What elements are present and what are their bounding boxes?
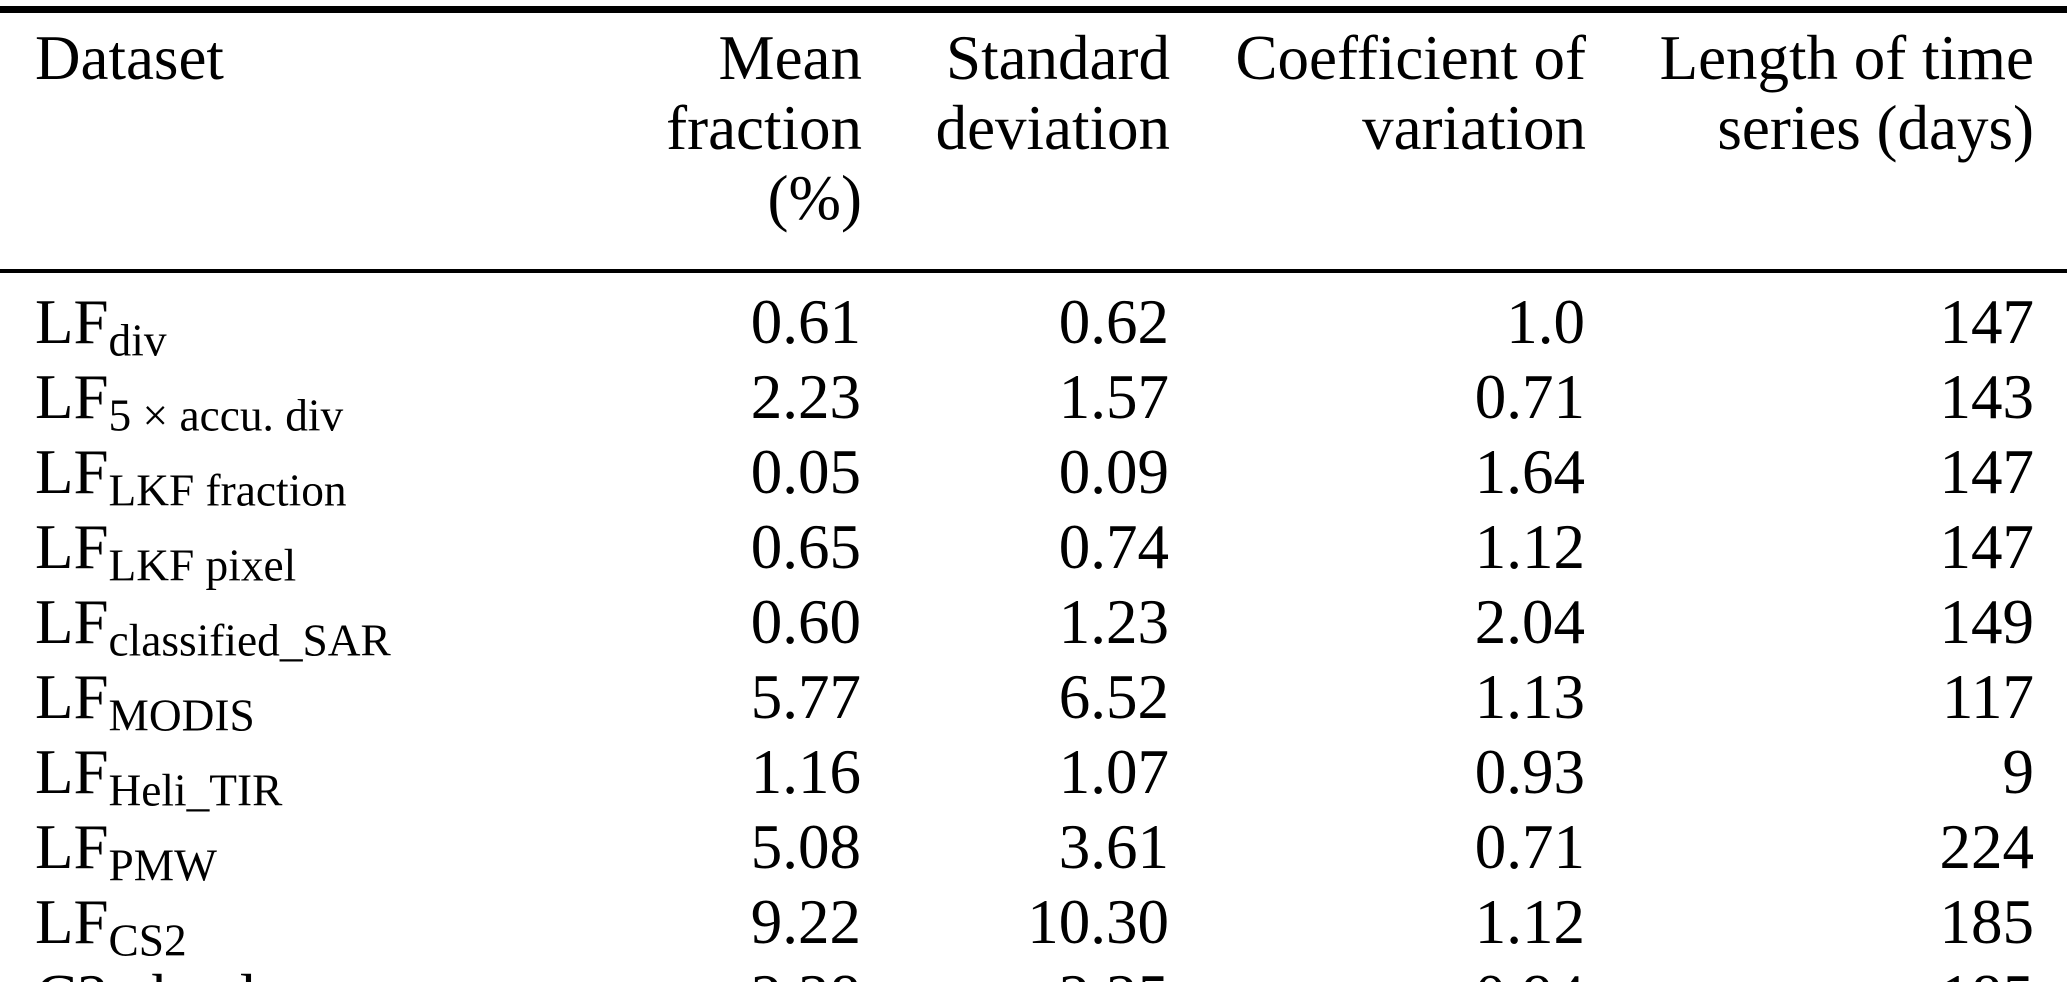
cell-dataset: LFLKF fraction — [0, 435, 575, 513]
dataset-name: LF — [35, 362, 109, 432]
cell-length-days: 224 — [1939, 812, 2035, 882]
cell-length-days: 185 — [1586, 960, 2067, 982]
cell-coefficient-variation: 0.94 — [1170, 960, 1586, 982]
cell-mean-fraction: 5.77 — [750, 662, 861, 732]
header-label: Dataset — [35, 23, 224, 93]
cell-length-days: 149 — [1939, 587, 2035, 657]
dataset-name: LF — [35, 287, 109, 357]
table-row: LFLKF fraction 0.05 0.09 1.64 147 — [0, 435, 2067, 513]
cell-dataset: LFHeli_TIR — [0, 735, 575, 813]
cell-coefficient-variation: 1.0 — [1506, 287, 1585, 357]
cell-dataset: LFLKF pixel — [0, 510, 575, 588]
cell-standard-deviation: 0.74 — [1058, 512, 1169, 582]
cell-length-days: 9 — [2002, 737, 2035, 807]
cell-standard-deviation: 10.30 — [1027, 887, 1169, 957]
header-label: Coefficient of — [1235, 23, 1586, 93]
dataset-subscript: LKF fraction — [108, 465, 347, 516]
cell-length-days: 185 — [1939, 887, 2035, 957]
cell-standard-deviation: 0.62 — [1058, 287, 1169, 357]
table-row: LFdiv 0.61 0.62 1.0 147 — [0, 271, 2067, 363]
col-header-dataset: Dataset — [0, 9, 575, 273]
cell-dataset: LFclassified_SAR — [0, 585, 575, 663]
cell-dataset: LFMODIS — [0, 660, 575, 738]
dataset-name: LF — [35, 662, 109, 732]
cell-standard-deviation: 3.61 — [1058, 812, 1169, 882]
table-row: LF5 × accu. div 2.23 1.57 0.71 143 — [0, 360, 2067, 438]
cell-mean-fraction: 0.60 — [750, 587, 861, 657]
cell-mean-fraction: 0.05 — [750, 437, 861, 507]
table-row: LFPMW 5.08 3.61 0.71 224 — [0, 810, 2067, 888]
cell-standard-deviation: 1.23 — [1058, 587, 1169, 657]
dataset-name: LF — [35, 437, 109, 507]
cell-coefficient-variation: 1.64 — [1474, 437, 1585, 507]
cell-length-days: 147 — [1939, 437, 2035, 507]
cell-coefficient-variation: 1.12 — [1474, 887, 1585, 957]
dataset-name: C2 absolute — [35, 962, 334, 982]
cell-length-days: 143 — [1939, 362, 2035, 432]
dataset-subscript: div — [108, 315, 167, 366]
cell-mean-fraction: 1.16 — [750, 737, 861, 807]
cell-coefficient-variation: 0.71 — [1474, 812, 1585, 882]
header-label: Mean fraction — [666, 23, 862, 163]
cell-length-days: 147 — [1939, 512, 2035, 582]
cell-length-days: 147 — [1939, 287, 2035, 357]
dataset-subscript: 5 × accu. div — [108, 390, 344, 441]
table-row: C2 absolute 2.38 2.25 0.94 185 — [0, 960, 2067, 982]
table-row: LFMODIS 5.77 6.52 1.13 117 — [0, 660, 2067, 738]
cell-coefficient-variation: 1.12 — [1474, 512, 1585, 582]
cell-coefficient-variation: 0.71 — [1474, 362, 1585, 432]
table-row: LFCS2 9.22 10.30 1.12 185 — [0, 885, 2067, 963]
dataset-name: LF — [35, 737, 109, 807]
header-label: series (days) — [1717, 93, 2034, 163]
cell-dataset: LFdiv — [0, 271, 575, 363]
cell-coefficient-variation: 1.13 — [1474, 662, 1585, 732]
cell-dataset: LF5 × accu. div — [0, 360, 575, 438]
cell-dataset: LFCS2 — [0, 885, 575, 963]
cell-standard-deviation: 1.07 — [1058, 737, 1169, 807]
dataset-subscript: MODIS — [108, 690, 255, 741]
cell-standard-deviation: 1.57 — [1058, 362, 1169, 432]
header-row: Dataset Mean fraction (%) Standard devia… — [0, 9, 2067, 273]
col-header-length-time-series: Length of time series (days) — [1586, 9, 2067, 273]
header-label: (%) — [767, 163, 862, 233]
cell-standard-deviation: 6.52 — [1058, 662, 1169, 732]
dataset-name: LF — [35, 887, 109, 957]
cell-coefficient-variation: 0.93 — [1474, 737, 1585, 807]
cell-mean-fraction: 2.38 — [575, 960, 862, 982]
cell-standard-deviation: 2.25 — [862, 960, 1170, 982]
cell-mean-fraction: 5.08 — [750, 812, 861, 882]
col-header-standard-deviation: Standard deviation — [862, 9, 1170, 273]
header-label: variation — [1362, 93, 1586, 163]
cell-dataset: C2 absolute — [0, 960, 575, 982]
dataset-name: LF — [35, 812, 109, 882]
header-label: Standard — [946, 23, 1170, 93]
col-header-mean-fraction: Mean fraction (%) — [575, 9, 862, 273]
cell-dataset: LFPMW — [0, 810, 575, 888]
table-row: LFHeli_TIR 1.16 1.07 0.93 9 — [0, 735, 2067, 813]
col-header-coefficient-variation: Coefficient of variation — [1170, 9, 1586, 273]
dataset-subscript: CS2 — [108, 915, 187, 966]
cell-mean-fraction: 2.23 — [750, 362, 861, 432]
dataset-name: LF — [35, 587, 109, 657]
cell-mean-fraction: 0.61 — [750, 287, 861, 357]
header-label: deviation — [935, 93, 1170, 163]
cell-mean-fraction: 9.22 — [750, 887, 861, 957]
dataset-subscript: classified_SAR — [108, 615, 391, 666]
table-row: LFLKF pixel 0.65 0.74 1.12 147 — [0, 510, 2067, 588]
dataset-subscript: PMW — [108, 840, 217, 891]
header-label: Length of time — [1659, 23, 2034, 93]
cell-standard-deviation: 0.09 — [1058, 437, 1169, 507]
cell-coefficient-variation: 2.04 — [1474, 587, 1585, 657]
dataset-subscript: Heli_TIR — [108, 765, 283, 816]
cell-length-days: 117 — [1941, 662, 2034, 732]
cell-mean-fraction: 0.65 — [750, 512, 861, 582]
table-row: LFclassified_SAR 0.60 1.23 2.04 149 — [0, 585, 2067, 663]
dataset-subscript: LKF pixel — [108, 540, 297, 591]
dataset-statistics-table: Dataset Mean fraction (%) Standard devia… — [0, 6, 2067, 982]
dataset-name: LF — [35, 512, 109, 582]
